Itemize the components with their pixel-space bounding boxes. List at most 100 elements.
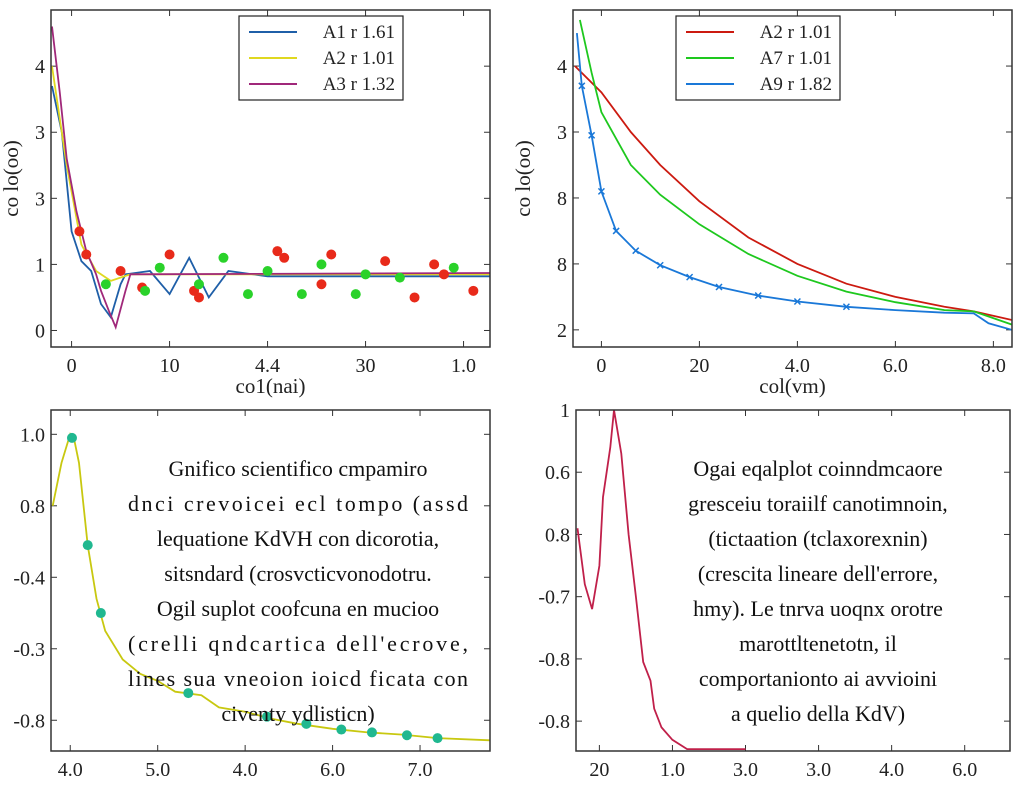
x-tick-label: 4.0 bbox=[233, 759, 258, 781]
annotation-line: dnci crevoicei ecl tompo (assd bbox=[128, 491, 468, 516]
annotation-line: (crelli qndcartica dell'ecrove, bbox=[128, 631, 468, 656]
series-line bbox=[51, 85, 490, 320]
y-tick-label: 1 bbox=[35, 254, 45, 276]
series-line bbox=[579, 19, 1012, 326]
x-tick-label: 3.0 bbox=[806, 759, 831, 781]
data-point-marker bbox=[360, 269, 371, 280]
y-tick-label: 8 bbox=[557, 254, 567, 276]
y-axis-label: co lo(oo) bbox=[0, 140, 23, 216]
x-tick-label: 10 bbox=[160, 355, 180, 377]
annotation-line: gresceiu toraiilf canotimnoin, bbox=[688, 491, 948, 516]
data-point-marker bbox=[316, 259, 327, 270]
x-tick-label: 7.0 bbox=[408, 759, 433, 781]
plot-frame bbox=[50, 409, 491, 752]
x-tick-label: 0 bbox=[596, 355, 606, 377]
y-tick-label: -0.8 bbox=[538, 649, 570, 671]
x-tick-label: 20 bbox=[589, 759, 609, 781]
series-line bbox=[51, 26, 490, 330]
y-tick-label: 3 bbox=[557, 122, 567, 144]
annotation-line: hmy). Le tnrva uoqnx orotre bbox=[693, 596, 943, 621]
annotation-line: (crescita lineare dell'errore, bbox=[698, 561, 938, 586]
data-point-marker bbox=[468, 285, 479, 296]
annotation-line: (tictaation (tclaxorexnin) bbox=[708, 526, 927, 551]
annotation-text: Gnifico scientifico cmpamiro dnci crevoic… bbox=[128, 456, 468, 726]
data-point-marker bbox=[272, 246, 283, 257]
plot-frame bbox=[575, 409, 1011, 752]
data-point-marker bbox=[279, 252, 290, 263]
y-tick-label: 8 bbox=[557, 188, 567, 210]
data-point-marker bbox=[100, 279, 111, 290]
annotation-line: sitsndard (crosvcticvonodotru. bbox=[164, 561, 432, 586]
data-point-marker bbox=[686, 273, 694, 281]
y-tick-label: 3 bbox=[35, 188, 45, 210]
data-point-marker bbox=[193, 292, 204, 303]
data-point-marker bbox=[597, 187, 605, 195]
annotation-line: lines sua vneoion ioicd ficata con bbox=[128, 666, 468, 691]
x-tick-label: 3.0 bbox=[733, 759, 758, 781]
legend-label: A2 r 1.01 bbox=[760, 22, 832, 43]
x-tick-label: 5.0 bbox=[145, 759, 170, 781]
data-point-marker bbox=[432, 733, 443, 744]
data-point-marker bbox=[183, 688, 194, 699]
data-point-marker bbox=[262, 266, 273, 277]
data-point-marker bbox=[218, 252, 229, 263]
annotation-line: Ogil suplot coofcuna en mucioo bbox=[157, 596, 439, 621]
y-tick-label: 0.6 bbox=[545, 462, 570, 484]
data-point-marker bbox=[81, 249, 92, 260]
legend: A1 r 1.61 A2 r 1.01 A3 r 1.32 bbox=[238, 15, 404, 101]
x-tick-label: 1.0 bbox=[451, 355, 476, 377]
data-point-marker bbox=[409, 292, 420, 303]
series-line bbox=[576, 410, 746, 750]
data-point-marker bbox=[95, 608, 106, 619]
annotation-line: a quelio della KdV) bbox=[731, 701, 905, 726]
data-point-marker bbox=[715, 283, 723, 291]
series-line bbox=[574, 65, 1012, 321]
x-tick-label: 4.0 bbox=[785, 355, 810, 377]
subplot-bottom-right: 20 1.0 3.0 3.0 4.0 6.0 -0.8 -0.8 -0.7 0.8 0.6 1 Ogai… bbox=[538, 400, 1011, 781]
y-tick-label: 0.8 bbox=[545, 524, 570, 546]
annotation-line: civenty ydlisticn) bbox=[221, 701, 374, 726]
x-tick-label: 1.0 bbox=[660, 759, 685, 781]
data-point-marker bbox=[656, 261, 664, 269]
data-point-marker bbox=[316, 279, 327, 290]
x-axis-label: col(vm) bbox=[759, 374, 825, 398]
annotation-line: lequatione KdVH con dicorotia, bbox=[157, 526, 439, 551]
data-point-marker bbox=[429, 259, 440, 270]
y-tick-label: -0.8 bbox=[13, 710, 45, 732]
data-point-marker bbox=[82, 540, 93, 551]
data-point-marker bbox=[164, 249, 175, 260]
data-point-marker bbox=[366, 727, 377, 738]
y-tick-label: -0.8 bbox=[538, 711, 570, 733]
legend-label: A9 r 1.82 bbox=[760, 74, 832, 95]
x-tick-label: 6.0 bbox=[883, 355, 908, 377]
data-point-marker bbox=[140, 285, 151, 296]
annotation-line: Gnifico scientifico cmpamiro bbox=[168, 456, 427, 481]
data-point-marker bbox=[394, 272, 405, 283]
legend-label: A3 r 1.32 bbox=[323, 74, 395, 95]
y-tick-label: 0 bbox=[35, 320, 45, 342]
y-tick-label: -0.3 bbox=[13, 639, 45, 661]
plot-area bbox=[574, 19, 1012, 331]
x-tick-label: 4.0 bbox=[58, 759, 83, 781]
y-tick-label: 2 bbox=[557, 320, 567, 342]
x-tick-label: 6.0 bbox=[952, 759, 977, 781]
legend-label: A2 r 1.01 bbox=[323, 48, 395, 69]
plot-area bbox=[51, 26, 490, 330]
plot-area bbox=[576, 410, 746, 750]
y-tick-label: 0.8 bbox=[20, 496, 45, 518]
data-point-marker bbox=[326, 249, 337, 260]
x-tick-label: 6.0 bbox=[320, 759, 345, 781]
data-point-marker bbox=[380, 256, 391, 267]
data-point-marker bbox=[115, 266, 126, 277]
data-point-marker bbox=[301, 718, 312, 729]
annotation-line: marottltenetotn, il bbox=[739, 631, 897, 656]
data-point-marker bbox=[296, 289, 307, 300]
data-point-marker bbox=[632, 247, 640, 255]
x-axis-label: co1(nai) bbox=[236, 374, 306, 398]
subplot-top-left: 0 10 4.4 30 1.0 0 1 3 3 4 co1(nai) co lo(oo) A1 r 1.… bbox=[0, 9, 491, 398]
data-point-marker bbox=[74, 226, 85, 237]
data-point-marker bbox=[438, 269, 449, 280]
legend-label: A1 r 1.61 bbox=[323, 22, 395, 43]
data-point-marker bbox=[193, 279, 204, 290]
